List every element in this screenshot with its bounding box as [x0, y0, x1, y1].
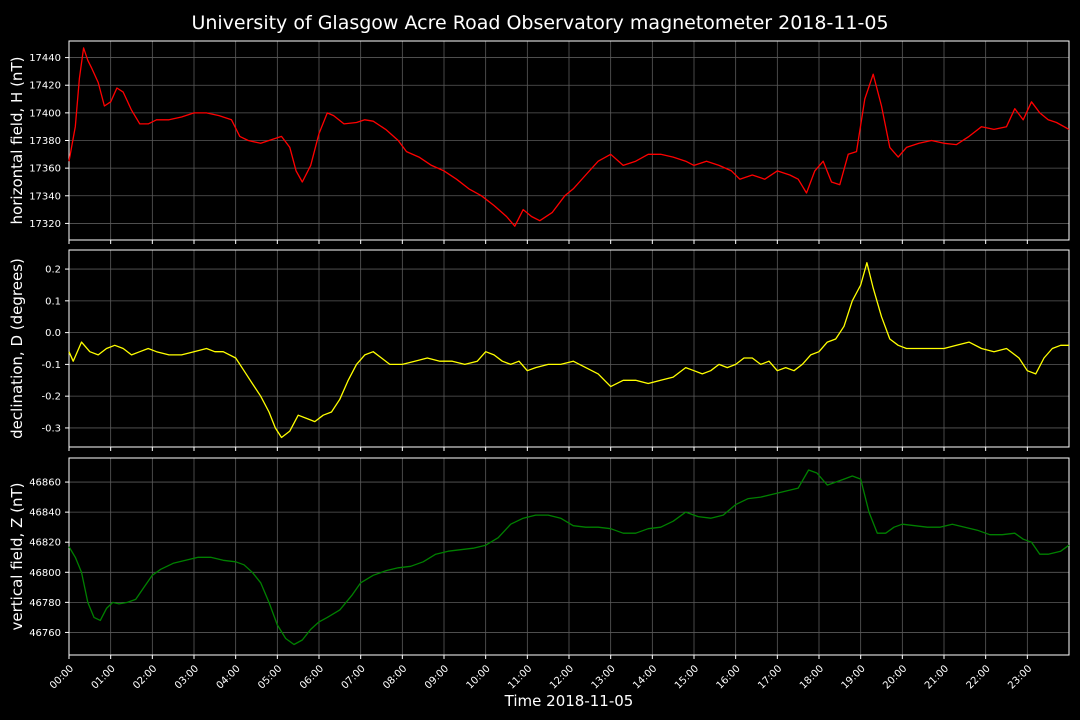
y-tick-label: 0.2 [45, 265, 61, 276]
x-tick-label: 15:00 [673, 663, 701, 691]
y-axis-label: vertical field, Z (nT) [8, 482, 26, 630]
y-axis-label: declination, D (degrees) [8, 258, 26, 439]
y-tick-label: 46780 [29, 598, 61, 609]
x-axis-label: Time 2018-11-05 [504, 692, 634, 710]
x-tick-label: 03:00 [173, 663, 201, 691]
series-line [68, 47, 1070, 227]
y-tick-label: 0.0 [45, 328, 61, 339]
x-tick-label: 18:00 [798, 663, 826, 691]
y-tick-label: 0.1 [45, 296, 61, 307]
y-tick-label: 17340 [29, 191, 61, 202]
series-line [68, 469, 1070, 646]
y-tick-label: 17360 [29, 164, 61, 175]
x-tick-label: 14:00 [631, 663, 659, 691]
x-tick-label: 02:00 [131, 663, 159, 691]
panel-1: 17320 17340 17360 17380 17400 17420 17440horiz… [8, 40, 1070, 244]
axes-frame [68, 457, 1070, 656]
x-tick-label: 06:00 [298, 663, 326, 691]
y-tick-label: 17440 [29, 53, 61, 64]
series-line [68, 262, 1069, 439]
y-tick-label: -0.2 [41, 392, 61, 403]
x-tick-label: 12:00 [548, 663, 576, 691]
panel-2: -0.3 -0.2 -0.1 0.0 0.1 0.2 declination, D (deg… [8, 249, 1070, 451]
x-tick-label: 09:00 [423, 663, 451, 691]
y-tick-label: 17420 [29, 81, 61, 92]
x-tick-label: 01:00 [90, 663, 118, 691]
x-tick-label: 13:00 [590, 663, 618, 691]
y-tick-label: 46820 [29, 538, 61, 549]
y-tick-label: -0.1 [41, 360, 61, 371]
x-tick-label: 20:00 [881, 663, 909, 691]
x-tick-label: 19:00 [840, 663, 868, 691]
x-tick-label: 07:00 [340, 663, 368, 691]
x-tick-label: 11:00 [506, 663, 534, 691]
x-tick-label: 04:00 [215, 663, 243, 691]
x-tick-label: 22:00 [965, 663, 993, 691]
x-tick-label: 23:00 [1006, 663, 1034, 691]
y-tick-label: 46800 [29, 568, 61, 579]
axes-frame [68, 40, 1070, 241]
x-tick-label: 05:00 [256, 663, 284, 691]
y-tick-label: 17400 [29, 108, 61, 119]
x-tick-label: 08:00 [381, 663, 409, 691]
axes-frame [68, 249, 1070, 448]
y-tick-label: 46860 [29, 478, 61, 489]
x-tick-label: 16:00 [715, 663, 743, 691]
x-tick-label: 17:00 [756, 663, 784, 691]
x-tick-label: 21:00 [923, 663, 951, 691]
y-tick-label: 17320 [29, 219, 61, 230]
chart-title: University of Glasgow Acre Road Observat… [191, 12, 888, 34]
y-tick-label: 46840 [29, 508, 61, 519]
x-tick-label: 10:00 [465, 663, 493, 691]
x-tick-label: 00:00 [48, 663, 76, 691]
y-tick-label: 17380 [29, 136, 61, 147]
y-axis-label: horizontal field, H (nT) [8, 57, 26, 225]
y-tick-label: -0.3 [41, 423, 61, 434]
y-tick-label: 46760 [29, 628, 61, 639]
